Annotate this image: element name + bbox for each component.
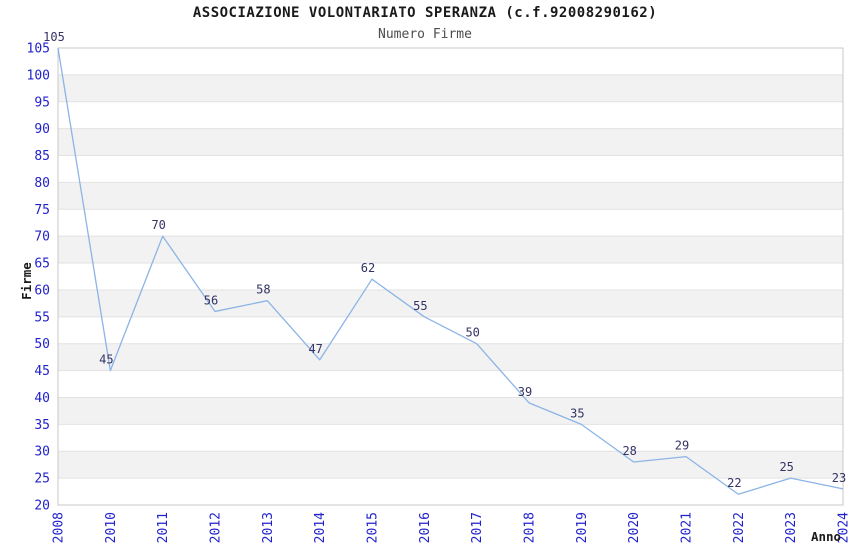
y-tick-label: 85 — [34, 149, 50, 164]
data-point-label: 29 — [675, 439, 689, 453]
y-tick-label: 80 — [34, 176, 50, 191]
x-tick-label: 2011 — [156, 512, 171, 543]
grid-band — [58, 182, 843, 210]
x-tick-label: 2014 — [313, 512, 328, 543]
x-tick-label: 2017 — [470, 512, 485, 543]
y-tick-label: 30 — [34, 445, 50, 460]
y-tick-label: 50 — [34, 337, 50, 352]
x-tick-label: 2020 — [627, 512, 642, 543]
grid-band — [58, 451, 843, 479]
x-tick-label: 2008 — [52, 512, 67, 543]
data-point-label: 28 — [622, 444, 636, 458]
y-tick-label: 100 — [27, 68, 50, 83]
grid-band — [58, 343, 843, 371]
data-point-label: 105 — [43, 30, 65, 44]
chart-subtitle: Numero Firme — [378, 27, 472, 42]
y-tick-label: 35 — [34, 418, 50, 433]
y-tick-label: 20 — [34, 499, 50, 514]
y-tick-label: 70 — [34, 230, 50, 245]
x-axis-title: Anno — [811, 529, 841, 544]
x-tick-label: 2018 — [523, 512, 538, 543]
x-tick-label: 2024 — [837, 512, 850, 543]
data-point-label: 58 — [256, 283, 270, 297]
y-tick-label: 90 — [34, 122, 50, 137]
data-point-label: 55 — [413, 299, 427, 313]
chart-title: ASSOCIAZIONE VOLONTARIATO SPERANZA (c.f.… — [192, 5, 658, 21]
y-tick-label: 75 — [34, 203, 50, 218]
data-point-label: 39 — [518, 385, 532, 399]
y-tick-label: 40 — [34, 391, 50, 406]
data-point-label: 23 — [832, 471, 846, 485]
grid-band — [58, 397, 843, 425]
data-point-label: 45 — [99, 353, 113, 367]
y-tick-label: 25 — [34, 472, 50, 487]
x-tick-label: 2013 — [261, 512, 276, 543]
data-point-label: 62 — [361, 261, 375, 275]
x-tick-label: 2019 — [575, 512, 590, 543]
plot-border — [57, 47, 844, 506]
data-point-label: 35 — [570, 406, 584, 420]
x-tick-label: 2010 — [104, 512, 119, 543]
data-line — [57, 47, 844, 495]
x-tick-label: 2022 — [732, 512, 747, 543]
data-point-label: 50 — [465, 326, 479, 340]
y-tick-label: 105 — [27, 42, 50, 57]
y-tick-label: 55 — [34, 310, 50, 325]
x-tick-label: 2023 — [784, 512, 799, 543]
x-tick-label: 2012 — [209, 512, 224, 543]
grid-band — [58, 74, 843, 102]
y-tick-label: 60 — [34, 283, 50, 298]
data-point-label: 22 — [727, 476, 741, 490]
y-tick-label: 65 — [34, 257, 50, 272]
x-tick-label: 2016 — [418, 512, 433, 543]
y-tick-label: 95 — [34, 95, 50, 110]
grid-band — [58, 128, 843, 156]
y-tick-label: 45 — [34, 364, 50, 379]
data-point-label: 56 — [204, 293, 218, 307]
x-tick-label: 2015 — [366, 512, 381, 543]
data-point-label: 70 — [151, 218, 165, 232]
grid-band — [58, 236, 843, 264]
x-tick-label: 2021 — [680, 512, 695, 543]
data-point-label: 47 — [308, 342, 322, 356]
grid-band — [58, 289, 843, 317]
y-axis-title: Firme — [19, 262, 34, 300]
data-point-label: 25 — [779, 460, 793, 474]
